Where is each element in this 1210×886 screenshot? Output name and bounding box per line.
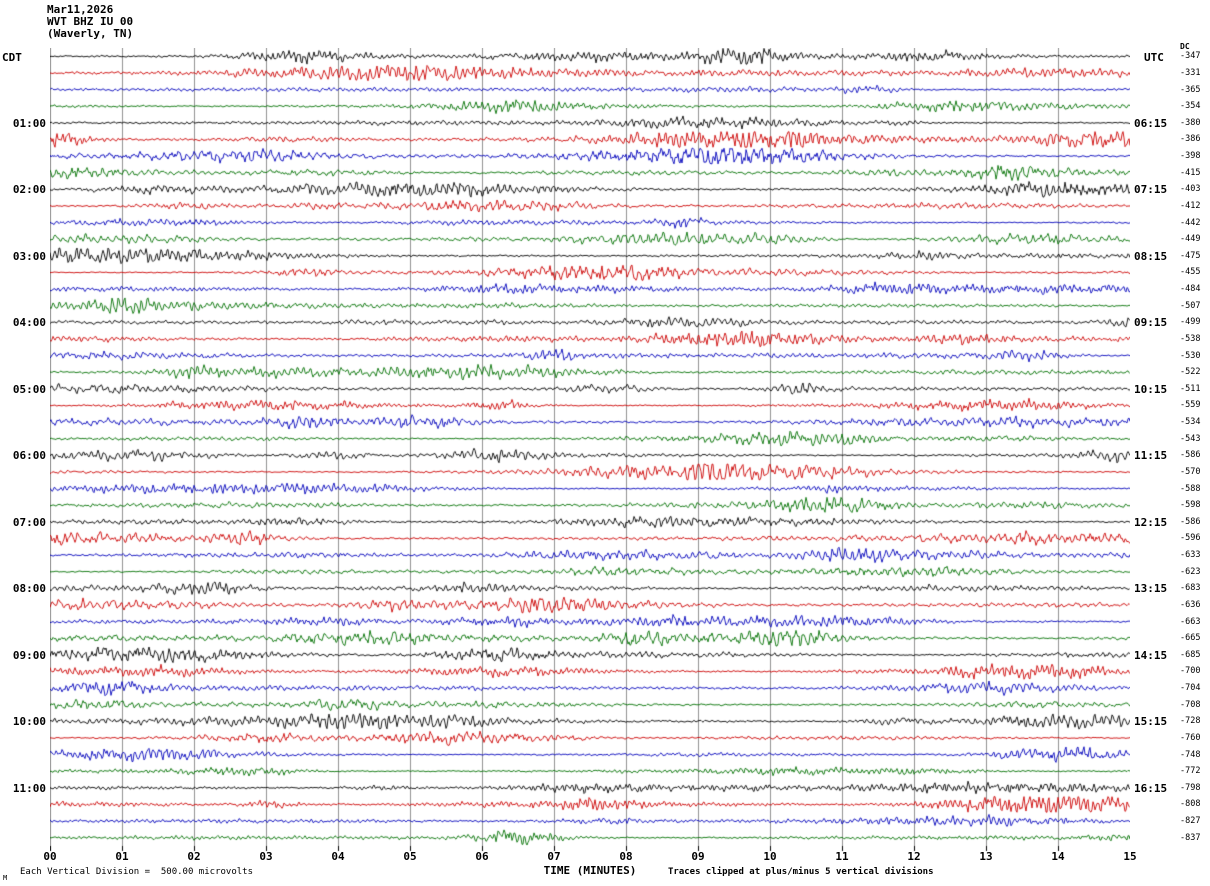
- x-tick-label: 13: [979, 850, 993, 863]
- header-location: (Waverly, TN): [47, 27, 134, 40]
- dc-offset-value: -760: [1180, 732, 1201, 743]
- left-hour-label: 09:00: [12, 648, 46, 662]
- dc-offset-value: -663: [1180, 616, 1201, 627]
- dc-offset-value: -748: [1180, 749, 1201, 760]
- x-tick-label: 15: [1123, 850, 1137, 863]
- dc-offset-value: -331: [1180, 67, 1201, 78]
- left-hour-label: 01:00: [12, 116, 46, 130]
- right-hour-label: 10:15: [1134, 382, 1168, 396]
- dc-offset-value: -586: [1180, 516, 1201, 527]
- dc-offset-value: -708: [1180, 699, 1201, 710]
- x-tick-label: 00: [43, 850, 57, 863]
- dc-offset-value: -530: [1180, 350, 1201, 361]
- left-hour-label: 07:00: [12, 515, 46, 529]
- x-tick-label: 07: [547, 850, 561, 863]
- dc-offset-value: -442: [1180, 217, 1201, 228]
- dc-offset-value: -598: [1180, 500, 1201, 511]
- dc-offset-value: -455: [1180, 267, 1201, 278]
- scale-note: Each Vertical Division = 500.00 microvol…: [20, 867, 253, 877]
- dc-offset-value: -365: [1180, 84, 1201, 95]
- dc-offset-value: -522: [1180, 367, 1201, 378]
- x-tick-label: 01: [115, 850, 129, 863]
- left-hour-label: 03:00: [12, 249, 46, 263]
- left-hour-label: 05:00: [12, 382, 46, 396]
- x-tick-label: 04: [331, 850, 345, 863]
- x-tick-label: 08: [619, 850, 633, 863]
- dc-offset-value: -586: [1180, 450, 1201, 461]
- x-tick-label: 14: [1051, 850, 1065, 863]
- clip-note: Traces clipped at plus/minus 5 vertical …: [668, 867, 934, 877]
- dc-offset-value: -380: [1180, 117, 1201, 128]
- x-tick-label: 12: [907, 850, 921, 863]
- left-hour-label: 06:00: [12, 449, 46, 463]
- dc-offset-value: -475: [1180, 250, 1201, 261]
- dc-offset-value: -633: [1180, 550, 1201, 561]
- left-hour-label: 04:00: [12, 316, 46, 330]
- dc-offset-value: -704: [1180, 683, 1201, 694]
- dc-offset-value: -837: [1180, 832, 1201, 843]
- dc-offset-value: -798: [1180, 782, 1201, 793]
- dc-offset-value: -570: [1180, 466, 1201, 477]
- right-hour-label: 09:15: [1134, 316, 1168, 330]
- dc-offset-value: -354: [1180, 101, 1201, 112]
- dc-offset-value: -386: [1180, 134, 1201, 145]
- dc-offset-value: -728: [1180, 716, 1201, 727]
- x-tick-label: 11: [835, 850, 849, 863]
- dc-offset-value: -683: [1180, 583, 1201, 594]
- dc-offset-value: -636: [1180, 599, 1201, 610]
- dc-offset-value: -484: [1180, 284, 1201, 295]
- dc-offset-value: -772: [1180, 766, 1201, 777]
- dc-offset-value: -543: [1180, 433, 1201, 444]
- right-hour-label: 13:15: [1134, 582, 1168, 596]
- dc-offset-value: -808: [1180, 799, 1201, 810]
- dc-offset-value: -534: [1180, 417, 1201, 428]
- dc-offset-value: -449: [1180, 234, 1201, 245]
- dc-offset-value: -398: [1180, 151, 1201, 162]
- right-zone-label: UTC: [1144, 51, 1164, 64]
- x-tick-label: 05: [403, 850, 417, 863]
- right-hour-label: 07:15: [1134, 183, 1168, 197]
- x-tick-label: 09: [691, 850, 705, 863]
- dc-offset-value: -499: [1180, 317, 1201, 328]
- dc-offset-value: -685: [1180, 649, 1201, 660]
- dc-offset-value: -623: [1180, 566, 1201, 577]
- dc-offset-value: -559: [1180, 400, 1201, 411]
- left-hour-label: 10:00: [12, 715, 46, 729]
- right-hour-label: 15:15: [1134, 715, 1168, 729]
- dc-offset-value: -415: [1180, 167, 1201, 178]
- x-tick-label: 10: [763, 850, 777, 863]
- right-hour-label: 08:15: [1134, 249, 1168, 263]
- dc-offset-value: -347: [1180, 51, 1201, 62]
- x-axis-title: TIME (MINUTES): [543, 864, 637, 877]
- dc-column-header: DC: [1180, 42, 1190, 51]
- dc-offset-value: -507: [1180, 300, 1201, 311]
- x-tick-label: 06: [475, 850, 489, 863]
- header-date: Mar11,2026: [47, 3, 114, 16]
- left-hour-label: 11:00: [12, 781, 46, 795]
- x-tick-label: 03: [259, 850, 273, 863]
- header-station: WVT BHZ IU 00: [47, 15, 134, 28]
- dc-offset-value: -827: [1180, 816, 1201, 827]
- dc-offset-value: -665: [1180, 633, 1201, 644]
- dc-offset-value: -596: [1180, 533, 1201, 544]
- dc-offset-value: -588: [1180, 483, 1201, 494]
- right-hour-label: 12:15: [1134, 515, 1168, 529]
- dc-offset-value: -403: [1180, 184, 1201, 195]
- x-tick-label: 02: [187, 850, 201, 863]
- dc-offset-value: -700: [1180, 666, 1201, 677]
- seismogram-canvas: [50, 48, 1130, 854]
- left-hour-label: 02:00: [12, 183, 46, 197]
- dc-offset-value: -511: [1180, 383, 1201, 394]
- left-hour-label: 08:00: [12, 582, 46, 596]
- dc-offset-value: -538: [1180, 333, 1201, 344]
- corner-mark: M: [3, 874, 8, 882]
- right-hour-label: 11:15: [1134, 449, 1168, 463]
- dc-offset-value: -412: [1180, 200, 1201, 211]
- right-hour-label: 16:15: [1134, 781, 1168, 795]
- right-hour-label: 14:15: [1134, 648, 1168, 662]
- right-hour-label: 06:15: [1134, 116, 1168, 130]
- left-zone-label: CDT: [2, 51, 22, 64]
